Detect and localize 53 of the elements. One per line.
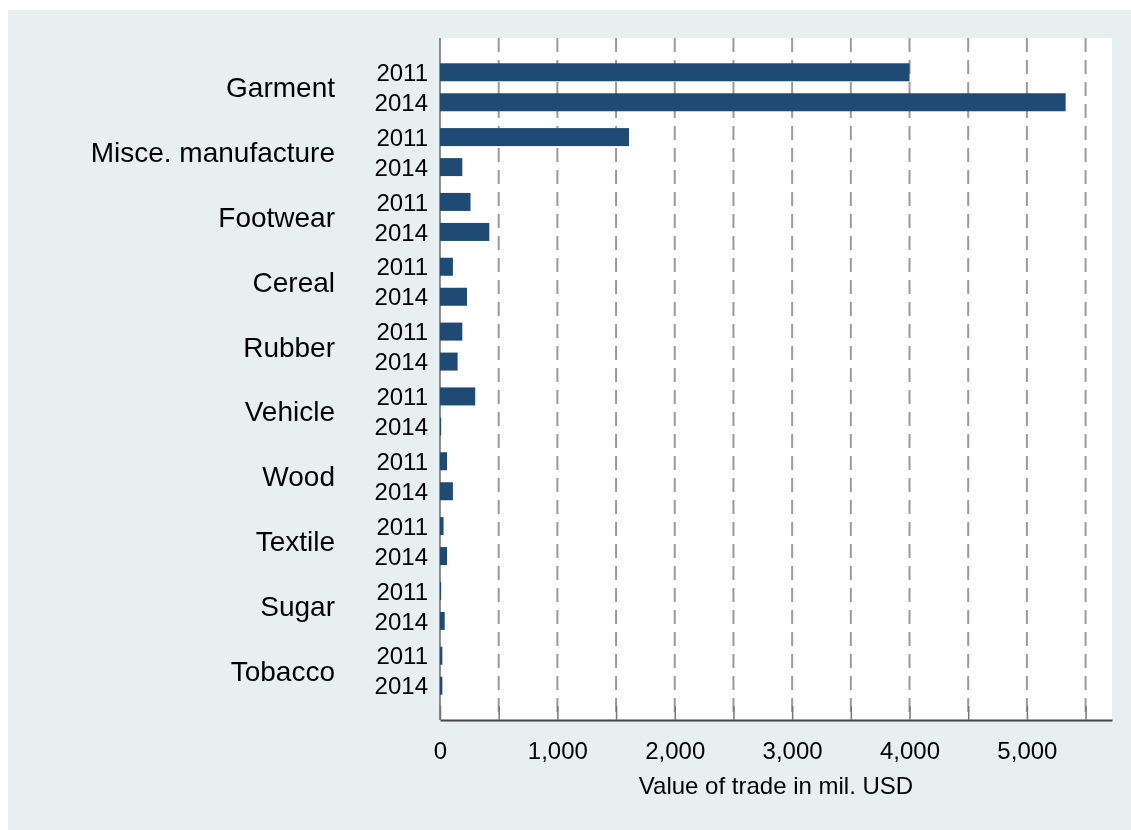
bar bbox=[440, 611, 445, 630]
bar bbox=[440, 322, 463, 341]
x-tick-label: 2,000 bbox=[645, 737, 706, 765]
y-tick-label: Cereal bbox=[252, 266, 335, 298]
series-label: 2011 bbox=[376, 58, 428, 86]
bar bbox=[440, 387, 476, 406]
text: 2014 bbox=[374, 542, 428, 570]
bar bbox=[440, 452, 448, 471]
y-tick-label: Sugar bbox=[260, 590, 335, 622]
bar bbox=[440, 547, 448, 566]
text: 2011 bbox=[376, 512, 428, 540]
text: 2011 bbox=[376, 447, 428, 475]
y-tick-label: Textile bbox=[255, 526, 335, 558]
text: 2014 bbox=[374, 218, 428, 246]
bar bbox=[440, 257, 453, 276]
text: 2014 bbox=[374, 348, 428, 376]
text: 2014 bbox=[374, 413, 428, 441]
x-axis-title: Value of trade in mil. USD bbox=[638, 772, 914, 799]
text: 2014 bbox=[374, 607, 428, 635]
bar bbox=[440, 222, 490, 241]
bar bbox=[440, 192, 471, 211]
text: 2011 bbox=[376, 253, 428, 281]
y-tick-label: Tobacco bbox=[230, 655, 335, 687]
text: 2014 bbox=[374, 672, 428, 700]
x-tick-label: 1,000 bbox=[527, 737, 588, 765]
y-tick-label: Rubber bbox=[243, 331, 335, 363]
text: 2011 bbox=[376, 577, 428, 605]
bar bbox=[440, 128, 629, 147]
bar bbox=[440, 93, 1066, 112]
text: 2011 bbox=[376, 123, 428, 151]
text: 2011 bbox=[376, 188, 428, 216]
y-tick-label: Vehicle bbox=[244, 396, 335, 428]
y-tick-label: Footwear bbox=[218, 202, 335, 234]
y-tick-label: Misce. manufacture bbox=[90, 137, 335, 169]
text: 2011 bbox=[376, 642, 428, 670]
bar bbox=[440, 517, 444, 536]
x-tick-label: 5,000 bbox=[997, 737, 1058, 765]
bar bbox=[440, 63, 910, 82]
text: 2014 bbox=[374, 283, 428, 311]
text: 2011 bbox=[376, 318, 428, 346]
series-label: 2014 bbox=[374, 88, 428, 116]
x-tick-label: 3,000 bbox=[762, 737, 823, 765]
bar bbox=[440, 287, 467, 306]
x-tick-label: 4,000 bbox=[879, 737, 941, 765]
bar bbox=[440, 482, 453, 501]
bar bbox=[440, 352, 458, 371]
bar bbox=[440, 158, 463, 177]
x-tick-label: 0 bbox=[433, 737, 448, 765]
text: 2014 bbox=[374, 153, 428, 181]
y-tick-label: Garment bbox=[226, 72, 336, 104]
y-tick-label: Wood bbox=[262, 461, 335, 493]
text: 2014 bbox=[374, 477, 428, 505]
text: 2011 bbox=[376, 383, 428, 411]
